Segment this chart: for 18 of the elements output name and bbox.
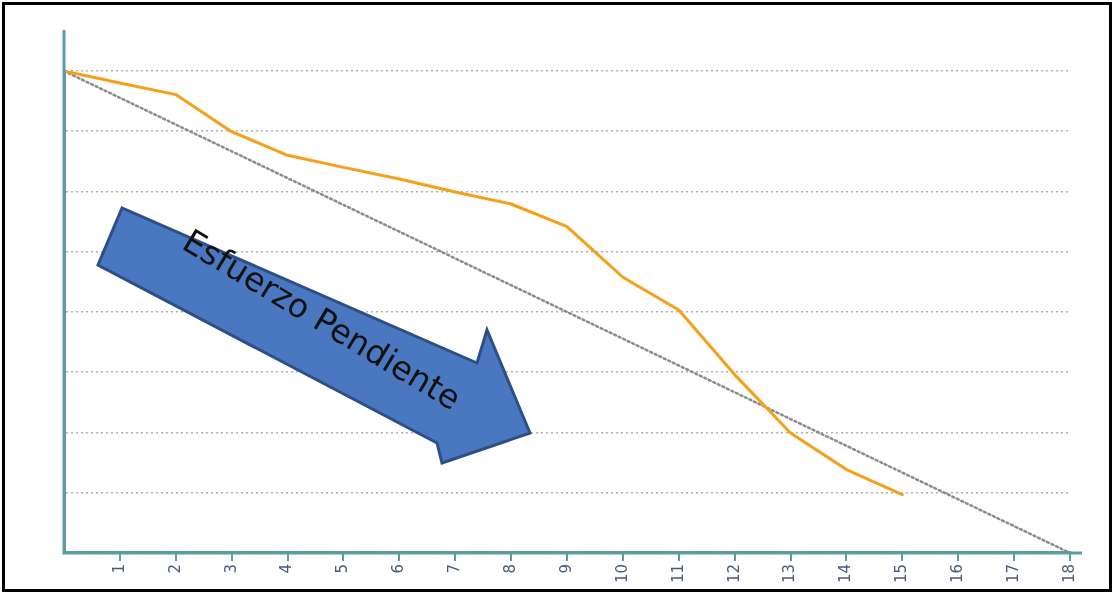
x-tick-label: 9 — [556, 563, 575, 574]
x-tick-label: 3 — [221, 563, 240, 574]
x-tick-label: 8 — [501, 563, 519, 574]
x-tick-label: 18 — [1059, 563, 1078, 584]
x-tick-label: 11 — [668, 563, 687, 584]
x-tick-label: 1 — [109, 563, 128, 574]
x-tick-label: 14 — [836, 563, 855, 584]
x-tick-label: 5 — [333, 563, 352, 574]
x-tick-label: 6 — [389, 563, 408, 574]
x-tick-label: 15 — [892, 563, 911, 584]
x-tick-label: 7 — [445, 563, 464, 574]
x-tick-label: 4 — [277, 563, 296, 574]
x-tick-label: 17 — [1004, 563, 1022, 584]
x-tick-label: 12 — [724, 563, 743, 584]
x-tick-label: 16 — [948, 563, 967, 584]
x-tick-label: 2 — [165, 563, 184, 574]
x-tick-label: 13 — [780, 563, 799, 584]
x-tick-label: 10 — [612, 563, 631, 584]
